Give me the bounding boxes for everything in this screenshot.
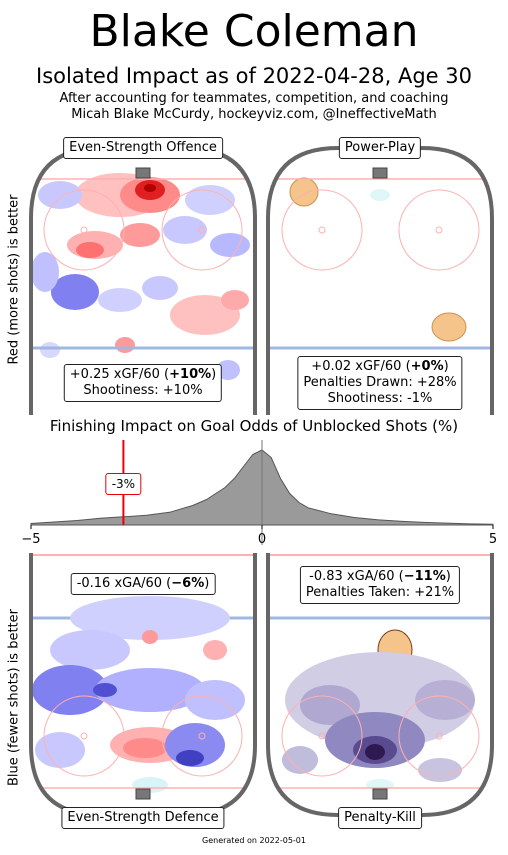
stat-ev-offence-pct: +10% (169, 367, 212, 382)
ylabel-top: Red (more shots) is better (6, 194, 22, 365)
stat-pk-penalties-taken: Penalties Taken: +21% (305, 585, 455, 600)
x-tick-label: −5 (21, 532, 40, 547)
stat-pk-suffix: ) (445, 569, 451, 584)
stat-box-power-play: +0.02 xGF/60 (+0%) Penalties Drawn: +28%… (297, 356, 463, 410)
footer: Generated on 2022-05-01 (202, 836, 306, 845)
stat-box-ev-defence: -0.16 xGA/60 (−6%) (70, 573, 216, 595)
stat-pp-suffix: ) (443, 359, 449, 374)
stat-ev-offence-prefix: +0.25 xGF/60 ( (69, 367, 170, 382)
stat-pp-shootiness: Shootiness: -1% (327, 391, 433, 406)
rink-ev-defence (29, 553, 257, 817)
x-tick-label: 0 (258, 532, 266, 547)
ylabel-bottom: Blue (fewer shots) is better (6, 609, 22, 786)
label-ev-defence: Even-Strength Defence (61, 807, 225, 829)
note-line-2: Micah Blake McCurdy, hockeyviz.com, @Ine… (71, 107, 437, 122)
chart-title: Finishing Impact on Goal Odds of Unblock… (49, 417, 459, 435)
stat-ev-offence-shootiness: Shootiness: +10% (83, 383, 203, 398)
stat-pk-pct: −11% (403, 569, 446, 584)
label-penalty-kill: Penalty-Kill (338, 807, 422, 829)
rink-ev-offence (29, 146, 257, 415)
stat-box-ev-offence: +0.25 xGF/60 (+10%) Shootiness: +10% (63, 364, 223, 402)
page-title: Blake Coleman (89, 6, 419, 57)
stat-pp-prefix: +0.02 xGF/60 ( (311, 359, 411, 374)
stat-ev-defence-pct: −6% (171, 576, 205, 591)
page-subtitle: Isolated Impact as of 2022-04-28, Age 30 (36, 64, 472, 88)
player-value-label: -3% (105, 473, 142, 495)
stat-pp-penalties-drawn: Penalties Drawn: +28% (303, 375, 457, 390)
heatmap-ev-offence (31, 173, 250, 380)
label-ev-offence: Even-Strength Offence (63, 137, 223, 159)
x-tick-label: 5 (489, 532, 497, 547)
density-chart: −5 0 5 (21, 440, 497, 547)
stat-ev-defence-suffix: ) (204, 576, 210, 591)
stat-ev-offence-suffix: ) (211, 367, 217, 382)
note-line-1: After accounting for teammates, competit… (59, 91, 449, 106)
heatmap-penalty-kill (282, 629, 475, 791)
stat-pk-prefix: -0.83 xGA/60 ( (309, 569, 404, 584)
x-ticks: −5 0 5 (21, 525, 497, 547)
stat-box-penalty-kill: -0.83 xGA/60 (−11%) Penalties Taken: +21… (299, 566, 461, 604)
stat-ev-defence-prefix: -0.16 xGA/60 ( (76, 576, 172, 591)
label-power-play: Power-Play (338, 137, 422, 159)
stat-pp-pct: +0% (410, 359, 444, 374)
